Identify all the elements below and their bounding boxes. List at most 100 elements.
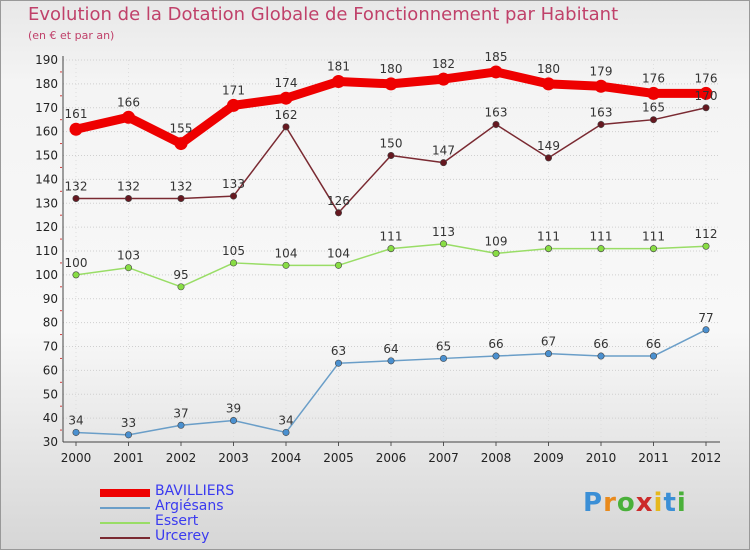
x-tick-label: 2008: [481, 451, 512, 465]
legend-item-essert: Essert: [100, 513, 300, 530]
data-label-essert: 95: [173, 268, 188, 282]
y-tick-label: 60: [43, 363, 58, 377]
y-tick-label: 80: [43, 316, 58, 330]
data-label-essert: 113: [432, 225, 455, 239]
chart-title: Evolution de la Dotation Globale de Fonc…: [28, 4, 619, 25]
data-point-urcerey: [439, 159, 447, 167]
y-tick-label: 170: [35, 101, 58, 115]
data-label-bavilliers: 185: [485, 50, 508, 64]
data-point-essert: [544, 245, 552, 253]
data-label-argi-sans: 66: [488, 337, 503, 351]
legend-swatch: [100, 489, 150, 497]
series-points: [69, 65, 713, 439]
data-point-urcerey: [597, 120, 605, 128]
data-label-urcerey: 149: [537, 139, 560, 153]
data-label-bavilliers: 181: [327, 59, 350, 73]
x-tick-label: 2010: [586, 451, 617, 465]
data-point-argi-sans: [177, 421, 185, 429]
legend-item-bavilliers: BAVILLIERS: [100, 483, 300, 500]
data-label-bavilliers: 176: [695, 71, 718, 85]
data-point-bavilliers: [647, 86, 660, 100]
data-point-argi-sans: [702, 326, 710, 334]
data-label-urcerey: 147: [432, 144, 455, 158]
y-tick-label: 160: [35, 125, 58, 139]
data-label-bavilliers: 176: [642, 71, 665, 85]
data-point-bavilliers: [174, 137, 188, 151]
data-label-bavilliers: 180: [537, 62, 560, 76]
data-point-essert: [649, 245, 657, 253]
data-point-urcerey: [334, 209, 342, 217]
y-tick-label: 100: [35, 268, 58, 282]
data-point-bavilliers: [699, 86, 713, 100]
data-point-essert: [230, 259, 238, 267]
data-point-essert: [72, 271, 80, 279]
data-label-urcerey: 133: [222, 177, 245, 191]
data-label-bavilliers: 161: [65, 107, 88, 121]
y-tick-label: 180: [35, 77, 58, 91]
y-tick-label: 40: [43, 411, 58, 425]
data-point-bavilliers: [594, 79, 608, 93]
legend: BAVILLIERS Argiésans Essert Urcerey: [100, 483, 300, 545]
logo-letter: i: [653, 488, 664, 518]
data-point-essert: [439, 240, 447, 248]
logo-letter: P: [583, 488, 604, 518]
data-point-bavilliers: [227, 98, 240, 112]
data-point-argi-sans: [649, 352, 657, 360]
data-label-essert: 104: [275, 246, 298, 260]
data-label-bavilliers: 155: [170, 122, 193, 136]
data-label-argi-sans: 64: [383, 342, 398, 356]
legend-swatch: [100, 537, 150, 539]
data-label-urcerey: 150: [380, 137, 403, 151]
data-point-bavilliers: [384, 77, 398, 91]
x-tick-label: 2000: [61, 451, 92, 465]
legend-label: BAVILLIERS: [155, 483, 235, 499]
proxiti-logo: Proxiti: [583, 488, 687, 518]
data-point-urcerey: [177, 194, 185, 202]
y-tick-label: 30: [43, 435, 58, 449]
data-point-essert: [387, 245, 395, 253]
data-label-urcerey: 132: [117, 179, 140, 193]
data-label-bavilliers: 174: [275, 76, 298, 90]
data-label-urcerey: 132: [170, 179, 193, 193]
logo-letter: t: [663, 488, 677, 518]
legend-swatch: [100, 522, 150, 524]
data-point-essert: [282, 261, 290, 269]
data-point-argi-sans: [597, 352, 605, 360]
data-point-argi-sans: [544, 350, 552, 358]
legend-label: Urcerey: [155, 528, 210, 544]
data-point-argi-sans: [72, 428, 80, 436]
data-point-urcerey: [125, 194, 133, 202]
y-tick-label: 110: [35, 244, 58, 258]
legend-swatch: [100, 507, 150, 509]
legend-item-argi-sans: Argiésans: [100, 498, 300, 515]
logo-letter: r: [603, 488, 617, 518]
axes: 30 40 50 60 70 80 90 100 110 120 130 140 150 160 170 18…: [35, 53, 721, 465]
data-label-essert: 112: [695, 227, 718, 241]
data-point-argi-sans: [334, 359, 342, 367]
y-tick-label: 70: [43, 340, 58, 354]
data-point-argi-sans: [282, 428, 290, 436]
data-label-argi-sans: 65: [436, 339, 451, 353]
x-tick-label: 2012: [691, 451, 722, 465]
data-point-urcerey: [387, 152, 395, 160]
data-point-argi-sans: [125, 431, 133, 439]
data-point-urcerey: [492, 120, 500, 128]
logo-letter: x: [635, 488, 654, 518]
data-label-argi-sans: 34: [68, 413, 83, 427]
data-label-argi-sans: 33: [121, 416, 136, 430]
x-tick-label: 2001: [113, 451, 144, 465]
x-tick-label: 2006: [376, 451, 407, 465]
data-point-bavilliers: [332, 74, 345, 88]
legend-label: Argiésans: [155, 498, 224, 514]
data-label-essert: 103: [117, 249, 140, 263]
data-label-urcerey: 163: [590, 105, 613, 119]
y-tick-label: 50: [43, 387, 58, 401]
data-point-urcerey: [230, 192, 238, 200]
x-tick-label: 2003: [218, 451, 249, 465]
y-tick-label: 150: [35, 149, 58, 163]
data-label-bavilliers: 166: [117, 95, 140, 109]
data-label-argi-sans: 77: [698, 311, 713, 325]
data-label-argi-sans: 39: [226, 402, 241, 416]
y-tick-label: 120: [35, 220, 58, 234]
data-label-essert: 111: [537, 230, 560, 244]
